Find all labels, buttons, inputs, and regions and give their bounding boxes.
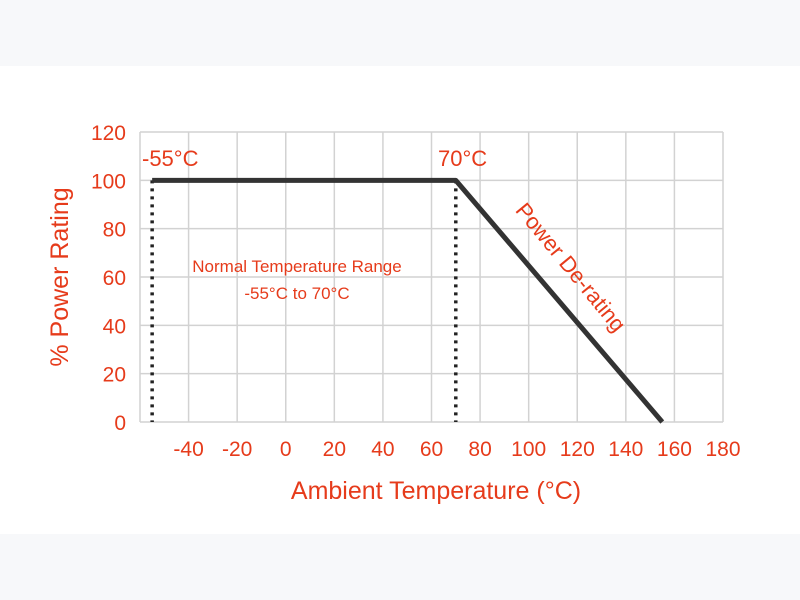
x-tick-label: 0 xyxy=(280,438,292,461)
series-layer xyxy=(152,177,665,424)
x-tick-label: 40 xyxy=(371,438,394,461)
range-annotation-line1: Normal Temperature Range xyxy=(192,257,401,276)
y-tick-label: 80 xyxy=(103,219,126,242)
range-annotation-line2: -55°C to 70°C xyxy=(244,284,349,303)
x-tick-label: -20 xyxy=(222,438,252,461)
y-axis-title: % Power Rating xyxy=(46,187,74,366)
y-tick-label: 100 xyxy=(91,170,126,193)
x-tick-label: 100 xyxy=(511,438,546,461)
x-tick-label: 80 xyxy=(468,438,491,461)
marker-label-low: -55°C xyxy=(142,146,199,171)
x-tick-label: 180 xyxy=(705,438,740,461)
x-tick-label: 140 xyxy=(608,438,643,461)
x-tick-label: 120 xyxy=(560,438,595,461)
y-tick-label: 0 xyxy=(114,412,126,435)
marker-label-high: 70°C xyxy=(438,146,487,171)
grid xyxy=(139,131,724,423)
y-tick-label: 20 xyxy=(103,364,126,387)
x-tick-label: 20 xyxy=(323,438,346,461)
tick-labels: -40 -20 0 20 40 60 80 100 120 140 160 180 0 20 40 60 80 1… xyxy=(91,122,741,461)
x-tick-label: -40 xyxy=(173,438,203,461)
y-tick-label: 120 xyxy=(91,122,126,145)
y-tick-label: 40 xyxy=(103,315,126,338)
chart-card xyxy=(0,66,800,534)
y-tick-label: 60 xyxy=(103,267,126,290)
reference-lines xyxy=(150,180,458,422)
x-tick-label: 60 xyxy=(420,438,443,461)
x-axis-title: Ambient Temperature (°C) xyxy=(291,477,581,505)
x-tick-label: 160 xyxy=(657,438,692,461)
power-rating-line xyxy=(152,177,665,424)
